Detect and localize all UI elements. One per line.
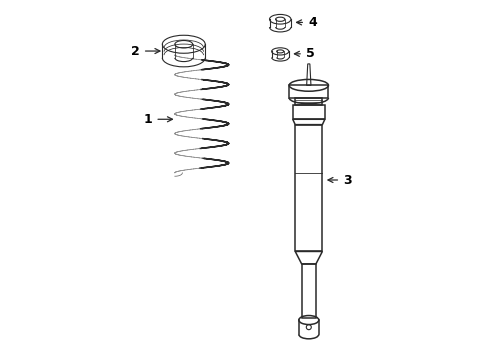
Text: 3: 3: [327, 174, 351, 186]
Text: 5: 5: [294, 47, 314, 60]
Bar: [292, 105, 324, 119]
Bar: [295, 98, 322, 105]
Bar: [295, 125, 322, 251]
Text: 2: 2: [131, 45, 160, 58]
Text: 4: 4: [296, 16, 316, 29]
Text: 1: 1: [143, 113, 172, 126]
Bar: [301, 264, 315, 318]
Bar: [288, 85, 328, 98]
